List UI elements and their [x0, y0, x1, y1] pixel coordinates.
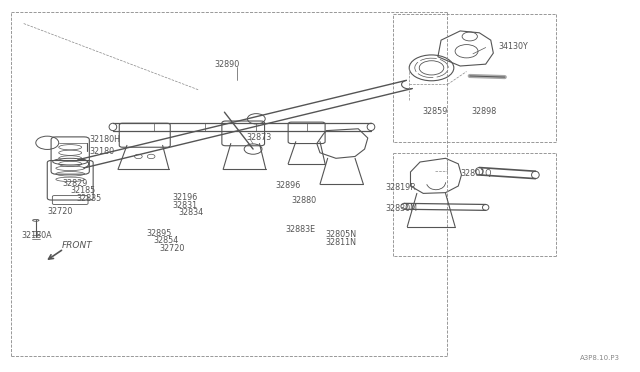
- Text: A3P8.10.P3: A3P8.10.P3: [579, 355, 620, 361]
- Text: 32720: 32720: [159, 244, 185, 253]
- Text: 32720: 32720: [47, 207, 73, 217]
- Text: 32180A: 32180A: [22, 231, 52, 240]
- Text: 32835: 32835: [77, 195, 102, 203]
- Text: 34130Y: 34130Y: [499, 42, 528, 51]
- Text: 32890: 32890: [215, 60, 240, 70]
- Text: 32801Q: 32801Q: [460, 169, 492, 177]
- Text: 32880: 32880: [291, 196, 316, 205]
- Text: 32883E: 32883E: [285, 225, 315, 234]
- Text: 32834: 32834: [179, 208, 204, 217]
- Text: 32805N: 32805N: [325, 230, 356, 239]
- Text: 32859: 32859: [422, 107, 447, 116]
- Text: 32895: 32895: [147, 229, 172, 238]
- Text: 32854: 32854: [153, 236, 179, 245]
- Text: FRONT: FRONT: [62, 241, 93, 250]
- Text: 32873: 32873: [246, 133, 272, 142]
- Text: 32811N: 32811N: [325, 238, 356, 247]
- Text: 32196: 32196: [172, 193, 197, 202]
- Text: 32180: 32180: [90, 147, 115, 156]
- Text: 32819R: 32819R: [385, 183, 416, 192]
- Text: 32829: 32829: [62, 179, 87, 187]
- Text: 32896: 32896: [275, 182, 301, 190]
- Text: 32831: 32831: [172, 201, 197, 210]
- Text: 32180H: 32180H: [90, 135, 120, 144]
- Text: 32185: 32185: [70, 186, 95, 195]
- Text: 32898: 32898: [472, 107, 497, 116]
- Text: 32830M: 32830M: [385, 204, 417, 214]
